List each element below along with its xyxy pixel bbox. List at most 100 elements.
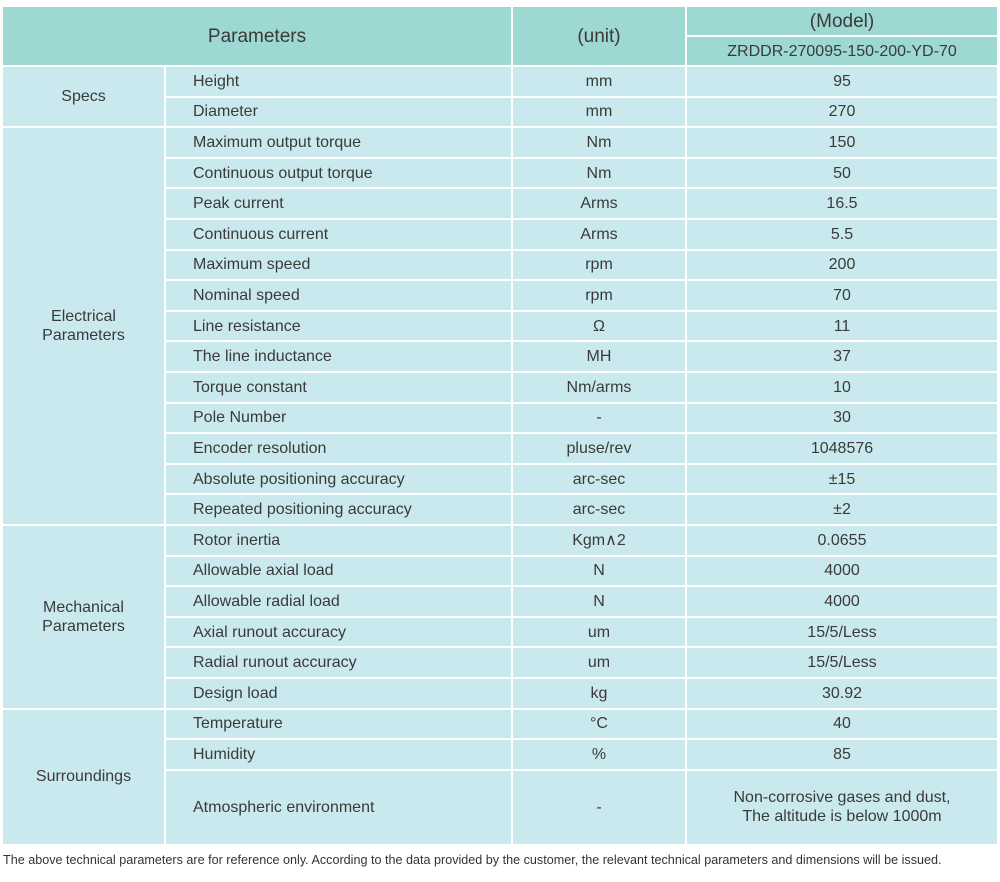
group-label: Specs — [61, 88, 106, 106]
unit: % — [591, 745, 607, 763]
parameter: Rotor inertia — [193, 531, 281, 549]
parameter-cell: Humidity — [166, 740, 511, 769]
value: 150 — [828, 133, 856, 151]
parameter-cell: Maximum speed — [166, 250, 511, 280]
unit-cell: mm — [513, 97, 685, 127]
value: 5.5 — [830, 225, 854, 243]
value: 270 — [828, 103, 856, 121]
parameter-cell: Absolute positioning accuracy — [166, 464, 511, 494]
parameter: Continuous current — [193, 225, 329, 243]
unit: mm — [585, 103, 613, 121]
value: The altitude is below 1000m — [742, 808, 942, 826]
unit: um — [587, 623, 611, 641]
unit-cell: - — [513, 770, 685, 844]
group-cell: Surroundings — [3, 709, 164, 844]
group-cell: Mechanical Parameters — [3, 526, 164, 708]
unit: °C — [590, 715, 608, 733]
unit-cell: N — [513, 556, 685, 586]
unit-cell: mm — [513, 67, 685, 96]
unit: Nm — [586, 164, 612, 182]
parameter-cell: Repeated positioning accuracy — [166, 495, 511, 524]
value-cell: 150 — [687, 128, 997, 157]
parameter-cell: Diameter — [166, 97, 511, 127]
parameter-cell: Nominal speed — [166, 281, 511, 310]
parameter: Peak current — [193, 195, 284, 213]
parameter: Maximum output torque — [193, 133, 362, 151]
unit: Arms — [580, 225, 618, 243]
unit-cell: Kgm∧2 — [513, 526, 685, 555]
unit-cell: °C — [513, 709, 685, 739]
parameter: Atmospheric environment — [193, 798, 375, 816]
header-text: (Model) — [809, 10, 875, 32]
unit: mm — [585, 72, 613, 90]
unit-cell: um — [513, 648, 685, 677]
value-cell: Non-corrosive gases and dust, The altitud… — [687, 770, 997, 844]
value-cell: 4000 — [687, 587, 997, 616]
unit: kg — [590, 684, 608, 702]
unit-cell: Arms — [513, 189, 685, 218]
unit-cell: Nm — [513, 128, 685, 157]
unit: Nm/arms — [566, 378, 632, 396]
value: 95 — [833, 72, 851, 90]
unit-cell: % — [513, 740, 685, 769]
value: 30 — [833, 409, 851, 427]
value: 85 — [833, 745, 851, 763]
group-label: Electrical — [51, 308, 116, 326]
parameter-cell: Line resistance — [166, 311, 511, 341]
unit-cell: Ω — [513, 311, 685, 341]
value: Non-corrosive gases and dust, — [733, 789, 951, 807]
value-cell: ±2 — [687, 495, 997, 524]
group-label: Parameters — [42, 327, 125, 345]
value-cell: 1048576 — [687, 434, 997, 463]
parameter: Height — [193, 72, 240, 90]
value: 11 — [833, 317, 851, 335]
unit: arc-sec — [572, 470, 626, 488]
parameter-cell: Maximum output torque — [166, 128, 511, 157]
parameter: Continuous output torque — [193, 164, 373, 182]
value-cell: 37 — [687, 342, 997, 371]
parameter: The line inductance — [193, 348, 332, 366]
value-cell: 50 — [687, 158, 997, 188]
value: 37 — [833, 348, 851, 366]
parameter: Allowable axial load — [193, 562, 334, 580]
unit: - — [596, 409, 602, 427]
value: 16.5 — [826, 195, 858, 213]
header-text: ZRDDR-270095-150-200-YD-70 — [727, 42, 957, 60]
unit: rpm — [585, 256, 613, 274]
unit-cell: arc-sec — [513, 495, 685, 524]
parameter-cell: Temperature — [166, 709, 511, 739]
group-label: Mechanical — [43, 598, 124, 616]
parameter: Humidity — [193, 745, 256, 763]
value: ±2 — [833, 501, 851, 519]
unit: Nm — [586, 133, 612, 151]
parameter-cell: Allowable axial load — [166, 556, 511, 586]
value-cell: 270 — [687, 97, 997, 127]
parameter-cell: Peak current — [166, 189, 511, 218]
value: 70 — [833, 286, 851, 304]
unit-cell: rpm — [513, 281, 685, 310]
parameter-cell: Design load — [166, 679, 511, 708]
value-cell: 40 — [687, 709, 997, 739]
unit: arc-sec — [572, 501, 626, 519]
header-text: (unit) — [577, 25, 621, 47]
parameter-cell: Allowable radial load — [166, 587, 511, 616]
value: 30.92 — [821, 684, 863, 702]
value-cell: 5.5 — [687, 220, 997, 249]
value: 4000 — [824, 562, 860, 580]
unit: um — [587, 654, 611, 672]
parameter-cell: Encoder resolution — [166, 434, 511, 463]
unit: N — [593, 592, 605, 610]
unit: N — [593, 562, 605, 580]
parameter-cell: Height — [166, 67, 511, 96]
value-cell: 30 — [687, 403, 997, 433]
parameter: Pole Number — [193, 409, 287, 427]
value: 4000 — [824, 592, 860, 610]
parameter: Design load — [193, 684, 278, 702]
value-cell: 10 — [687, 373, 997, 402]
parameter: Temperature — [193, 715, 283, 733]
group-cell: Specs — [3, 67, 164, 127]
unit-cell: rpm — [513, 250, 685, 280]
unit: - — [596, 798, 602, 816]
unit-cell: - — [513, 403, 685, 433]
value-cell: 70 — [687, 281, 997, 310]
